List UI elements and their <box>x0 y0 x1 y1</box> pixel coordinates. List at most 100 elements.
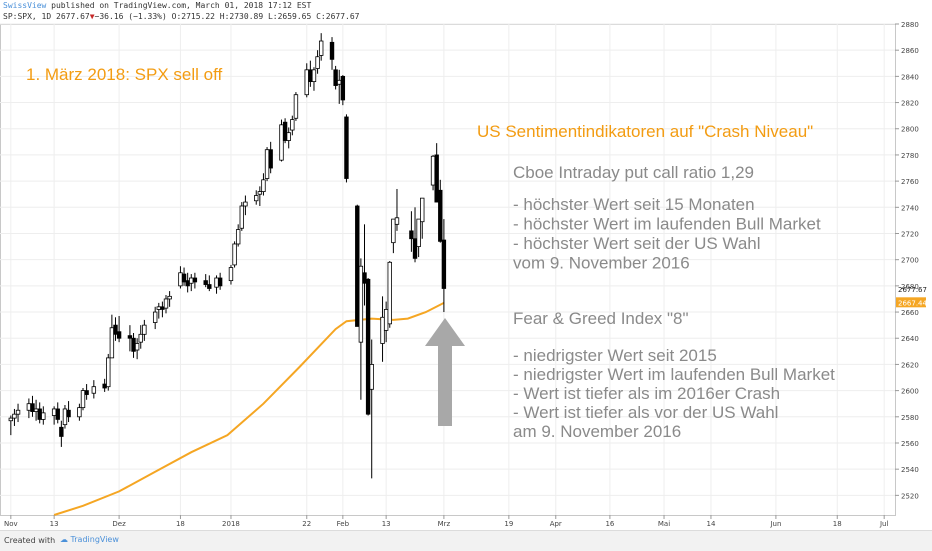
candle[interactable] <box>268 141 273 174</box>
candle[interactable] <box>333 65 338 90</box>
candle[interactable] <box>156 302 161 319</box>
candle[interactable] <box>279 119 284 162</box>
candle[interactable] <box>318 33 324 61</box>
candle[interactable] <box>26 398 32 419</box>
candle[interactable] <box>203 274 208 288</box>
publisher-name[interactable]: SwissView <box>3 1 47 10</box>
price-label-text: 2677.67 <box>898 286 927 294</box>
candle-body-up <box>315 56 320 69</box>
candle[interactable] <box>134 338 140 360</box>
candle[interactable] <box>365 278 371 416</box>
candle-body-up <box>243 201 248 207</box>
candle[interactable] <box>33 399 39 421</box>
candle[interactable] <box>152 306 158 330</box>
candle[interactable] <box>84 384 89 400</box>
candle[interactable] <box>441 219 447 313</box>
candlestick-chart[interactable]: 2520 2540 2560 2580 2600 2620 2640 2660 2680 2700… <box>0 0 932 530</box>
candle[interactable] <box>80 387 86 411</box>
candle[interactable] <box>315 50 320 74</box>
candle[interactable] <box>55 402 60 424</box>
candle-body-up <box>156 306 161 310</box>
candle-body-up <box>134 343 140 351</box>
candle[interactable] <box>358 258 364 400</box>
candle[interactable] <box>380 296 385 362</box>
candle[interactable] <box>8 415 14 436</box>
candle[interactable] <box>438 179 443 243</box>
candle[interactable] <box>37 402 42 424</box>
candle[interactable] <box>207 275 212 292</box>
candle[interactable] <box>91 380 97 399</box>
candle[interactable] <box>409 211 414 252</box>
candle[interactable] <box>189 274 194 292</box>
candle[interactable] <box>127 325 133 352</box>
candle[interactable] <box>160 301 165 318</box>
candle[interactable] <box>286 127 291 149</box>
candle[interactable] <box>59 420 64 447</box>
candle[interactable] <box>362 224 367 306</box>
candle[interactable] <box>383 301 389 343</box>
candle[interactable] <box>420 197 425 239</box>
candle[interactable] <box>340 75 346 106</box>
candle[interactable] <box>412 207 418 263</box>
candle[interactable] <box>167 291 172 307</box>
candle[interactable] <box>430 154 436 191</box>
candle[interactable] <box>355 204 360 327</box>
candle[interactable] <box>282 118 288 144</box>
candle[interactable] <box>181 267 187 286</box>
candle[interactable] <box>264 147 270 182</box>
candle[interactable] <box>66 401 71 423</box>
candle[interactable] <box>12 408 17 426</box>
candle[interactable] <box>102 378 107 392</box>
candle-body-down <box>55 408 60 420</box>
candle[interactable] <box>394 188 400 231</box>
candle[interactable] <box>329 37 335 70</box>
candle[interactable] <box>254 190 259 205</box>
candle[interactable] <box>311 67 317 91</box>
candle[interactable] <box>192 272 198 289</box>
candle[interactable] <box>30 395 35 417</box>
candle[interactable] <box>308 60 313 87</box>
ma-price-label-bg <box>896 297 926 308</box>
candle[interactable] <box>77 403 82 421</box>
candle[interactable] <box>243 195 248 216</box>
tradingview-logo[interactable]: ☁ TradingView <box>60 535 119 544</box>
candle[interactable] <box>228 264 234 285</box>
candle[interactable] <box>261 173 266 196</box>
candle[interactable] <box>41 406 46 425</box>
candle-body-down <box>329 41 335 60</box>
candle[interactable] <box>138 325 143 349</box>
candle[interactable] <box>109 314 115 359</box>
candle[interactable] <box>142 319 147 341</box>
candle-body-up <box>26 403 32 411</box>
candle[interactable] <box>290 115 295 136</box>
x-tick-label: 13 <box>382 520 391 528</box>
candle[interactable] <box>131 333 136 358</box>
candle[interactable] <box>106 353 111 391</box>
candle[interactable] <box>337 69 342 104</box>
candle[interactable] <box>416 218 421 258</box>
candle[interactable] <box>434 143 439 203</box>
candle[interactable] <box>15 403 21 423</box>
candle[interactable] <box>239 202 244 231</box>
candle[interactable] <box>185 272 190 293</box>
candle-body-up <box>138 333 143 343</box>
candle[interactable] <box>113 317 118 341</box>
candle[interactable] <box>178 266 183 289</box>
candle[interactable] <box>163 295 169 314</box>
candle[interactable] <box>214 275 219 294</box>
candle[interactable] <box>387 260 392 328</box>
candle[interactable] <box>257 186 263 206</box>
annotation-fear-point: - niedrigster Wert seit 2015 <box>513 346 717 365</box>
candle[interactable] <box>217 272 223 290</box>
candle[interactable] <box>51 406 57 425</box>
candle[interactable] <box>344 114 349 183</box>
candle[interactable] <box>235 224 241 247</box>
candle-body-up <box>391 218 396 244</box>
candle[interactable] <box>391 218 396 254</box>
candle[interactable] <box>232 241 237 268</box>
candle[interactable] <box>369 339 374 479</box>
candle[interactable] <box>304 63 309 98</box>
candle[interactable] <box>293 92 299 121</box>
candle[interactable] <box>62 405 68 429</box>
candle[interactable] <box>116 315 122 343</box>
